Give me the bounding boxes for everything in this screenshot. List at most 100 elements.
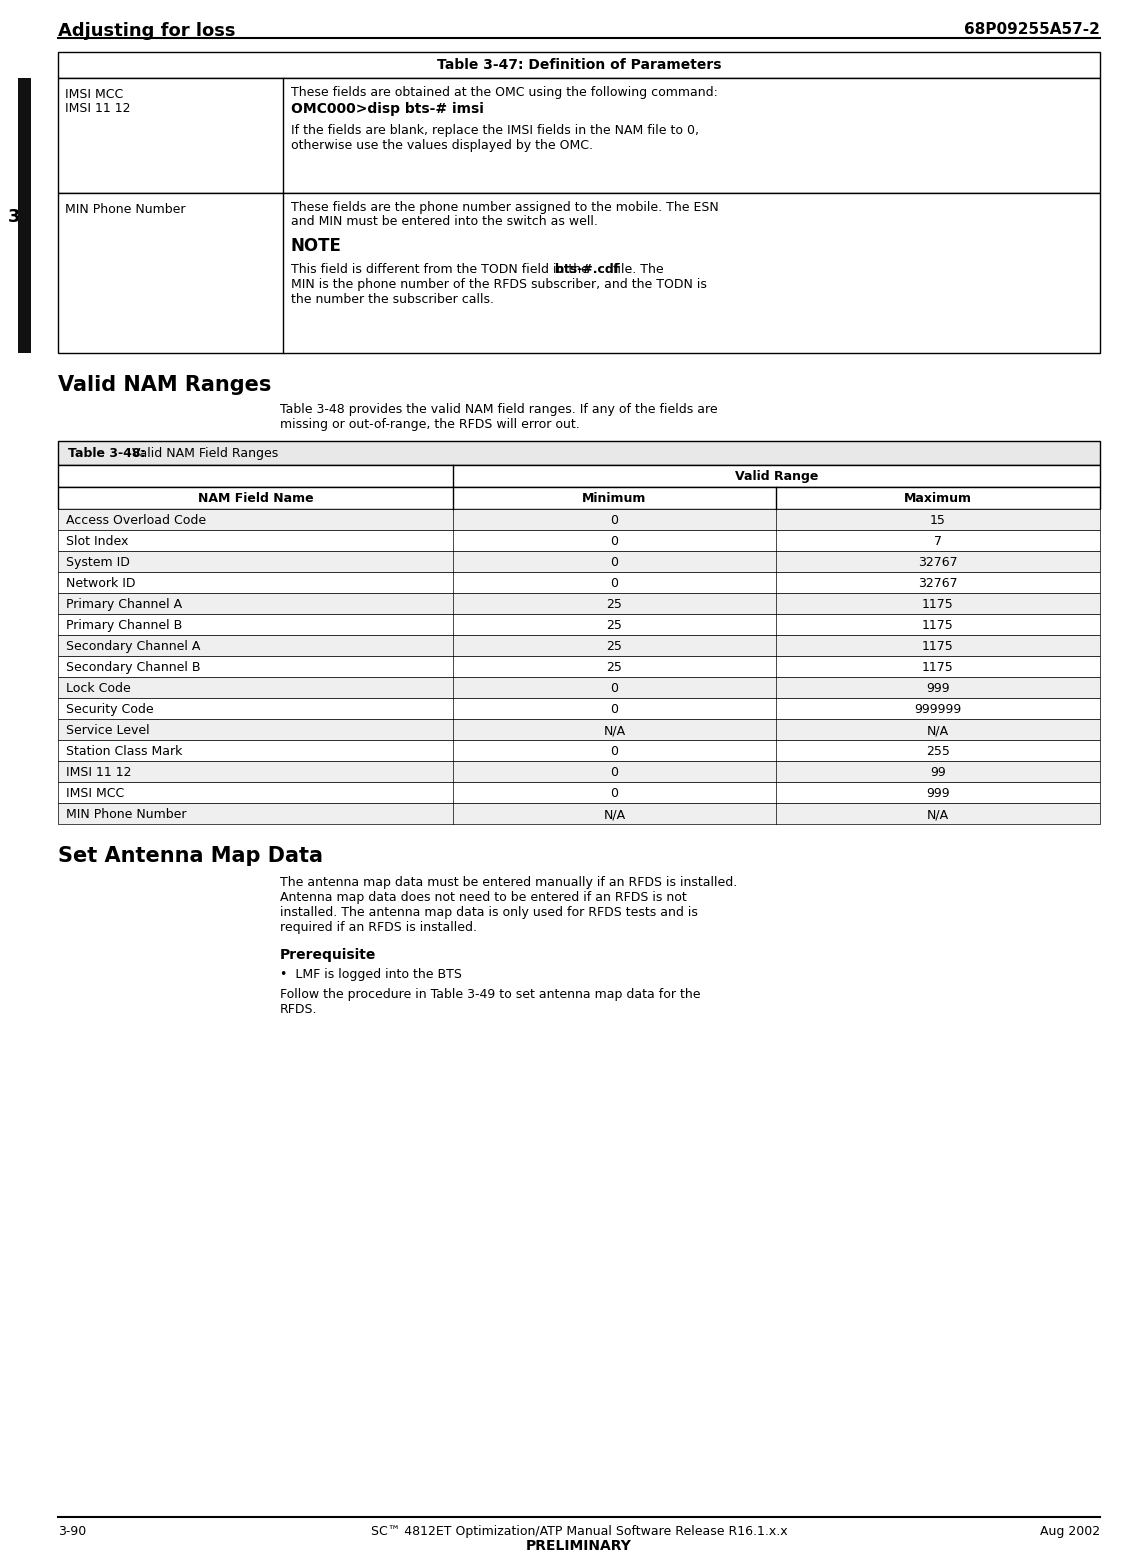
Text: IMSI 11 12: IMSI 11 12	[65, 765, 132, 779]
Text: 99: 99	[930, 765, 946, 779]
Text: 255: 255	[926, 745, 949, 758]
Text: 999999: 999999	[914, 703, 962, 715]
Bar	[59, 761, 1100, 783]
Text: Table 3-48 provides the valid NAM field ranges. If any of the fields are: Table 3-48 provides the valid NAM field …	[280, 403, 718, 415]
Text: Primary Channel A: Primary Channel A	[65, 598, 183, 611]
Text: IMSI MCC: IMSI MCC	[65, 787, 124, 800]
Text: N/A: N/A	[926, 808, 949, 822]
Text: 7: 7	[934, 536, 943, 548]
Text: MIN is the phone number of the RFDS subscriber, and the TODN is: MIN is the phone number of the RFDS subs…	[290, 278, 707, 291]
Text: Follow the procedure in Table 3-49 to set antenna map data for the: Follow the procedure in Table 3-49 to se…	[280, 989, 700, 1001]
Text: 3-90: 3-90	[59, 1525, 86, 1539]
Bar	[59, 52, 1100, 78]
Text: 0: 0	[611, 745, 619, 758]
Text: 0: 0	[611, 787, 619, 800]
Text: 32767: 32767	[918, 576, 957, 590]
Text: 1175: 1175	[922, 598, 954, 611]
Text: PRELIMINARY: PRELIMINARY	[526, 1539, 631, 1553]
Bar	[59, 740, 1100, 761]
Text: Service Level: Service Level	[65, 725, 149, 737]
Bar	[59, 465, 1100, 487]
Text: Antenna map data does not need to be entered if an RFDS is not: Antenna map data does not need to be ent…	[280, 890, 687, 904]
Bar	[59, 614, 1100, 636]
Bar	[59, 594, 1100, 614]
Text: otherwise use the values displayed by the OMC.: otherwise use the values displayed by th…	[290, 139, 594, 152]
Text: 999: 999	[926, 787, 949, 800]
Text: 0: 0	[611, 576, 619, 590]
Text: Slot Index: Slot Index	[65, 536, 129, 548]
Text: •  LMF is logged into the BTS: • LMF is logged into the BTS	[280, 968, 461, 981]
Bar	[59, 487, 1100, 509]
Text: 25: 25	[606, 598, 622, 611]
Text: 3: 3	[8, 208, 21, 226]
Text: Security Code: Security Code	[65, 703, 154, 715]
Text: N/A: N/A	[604, 725, 626, 737]
Bar	[59, 194, 1100, 353]
Text: missing or out-of-range, the RFDS will error out.: missing or out-of-range, the RFDS will e…	[280, 419, 580, 431]
Text: file. The: file. The	[605, 262, 664, 276]
Text: Secondary Channel A: Secondary Channel A	[65, 640, 201, 653]
Text: Table 3-47: Definition of Parameters: Table 3-47: Definition of Parameters	[436, 58, 721, 72]
Text: the number the subscriber calls.: the number the subscriber calls.	[290, 294, 494, 306]
Text: This field is different from the TODN field in the: This field is different from the TODN fi…	[290, 262, 592, 276]
Text: Table 3-48:: Table 3-48:	[68, 447, 146, 459]
Text: Access Overload Code: Access Overload Code	[65, 514, 207, 526]
Text: N/A: N/A	[926, 725, 949, 737]
Bar	[59, 440, 1100, 465]
Text: 1175: 1175	[922, 661, 954, 673]
Text: IMSI MCC: IMSI MCC	[65, 87, 123, 102]
Text: 68P09255A57-2: 68P09255A57-2	[964, 22, 1100, 37]
Bar	[59, 803, 1100, 825]
Text: and MIN must be entered into the switch as well.: and MIN must be entered into the switch …	[290, 216, 598, 228]
Text: 32767: 32767	[918, 556, 957, 569]
Text: 1175: 1175	[922, 640, 954, 653]
Text: Adjusting for loss: Adjusting for loss	[59, 22, 235, 41]
Text: The antenna map data must be entered manually if an RFDS is installed.: The antenna map data must be entered man…	[280, 876, 737, 889]
Text: 0: 0	[611, 514, 619, 526]
Bar	[59, 78, 1100, 194]
Text: installed. The antenna map data is only used for RFDS tests and is: installed. The antenna map data is only …	[280, 906, 698, 918]
Bar	[59, 572, 1100, 594]
Text: 0: 0	[611, 765, 619, 779]
Text: bts-#.cdf: bts-#.cdf	[556, 262, 620, 276]
Text: OMC000>disp bts-# imsi: OMC000>disp bts-# imsi	[290, 102, 483, 116]
Text: 25: 25	[606, 640, 622, 653]
Text: These fields are the phone number assigned to the mobile. The ESN: These fields are the phone number assign…	[290, 201, 719, 214]
Text: Aug 2002: Aug 2002	[1040, 1525, 1100, 1539]
Text: 25: 25	[606, 661, 622, 673]
Bar	[59, 698, 1100, 719]
Text: 999: 999	[926, 683, 949, 695]
Text: 0: 0	[611, 703, 619, 715]
Text: Network ID: Network ID	[65, 576, 135, 590]
Text: 1175: 1175	[922, 619, 954, 633]
Text: System ID: System ID	[65, 556, 130, 569]
Text: Lock Code: Lock Code	[65, 683, 131, 695]
Text: IMSI 11 12: IMSI 11 12	[65, 102, 131, 116]
Text: SC™ 4812ET Optimization/ATP Manual Software Release R16.1.x.x: SC™ 4812ET Optimization/ATP Manual Softw…	[371, 1525, 788, 1539]
Text: 0: 0	[611, 536, 619, 548]
Bar	[59, 783, 1100, 803]
Text: Valid NAM Ranges: Valid NAM Ranges	[59, 375, 271, 395]
Text: Station Class Mark: Station Class Mark	[65, 745, 183, 758]
Text: Set Antenna Map Data: Set Antenna Map Data	[59, 847, 323, 865]
Text: Valid Range: Valid Range	[735, 470, 819, 483]
Bar	[59, 530, 1100, 551]
Text: RFDS.: RFDS.	[280, 1003, 318, 1015]
Text: 25: 25	[606, 619, 622, 633]
Text: Valid NAM Field Ranges: Valid NAM Field Ranges	[129, 447, 279, 459]
Text: N/A: N/A	[604, 808, 626, 822]
Bar	[59, 509, 1100, 530]
Text: 0: 0	[611, 683, 619, 695]
Text: 15: 15	[930, 514, 946, 526]
Text: MIN Phone Number: MIN Phone Number	[65, 203, 186, 216]
Bar	[59, 676, 1100, 698]
Text: Maximum: Maximum	[903, 492, 972, 505]
Bar	[59, 656, 1100, 676]
Text: Primary Channel B: Primary Channel B	[65, 619, 183, 633]
Text: MIN Phone Number: MIN Phone Number	[65, 808, 186, 822]
Text: required if an RFDS is installed.: required if an RFDS is installed.	[280, 922, 478, 934]
Text: If the fields are blank, replace the IMSI fields in the NAM file to 0,: If the fields are blank, replace the IMS…	[290, 123, 699, 137]
Text: 0: 0	[611, 556, 619, 569]
Text: NAM Field Name: NAM Field Name	[197, 492, 313, 505]
Text: These fields are obtained at the OMC using the following command:: These fields are obtained at the OMC usi…	[290, 86, 718, 98]
